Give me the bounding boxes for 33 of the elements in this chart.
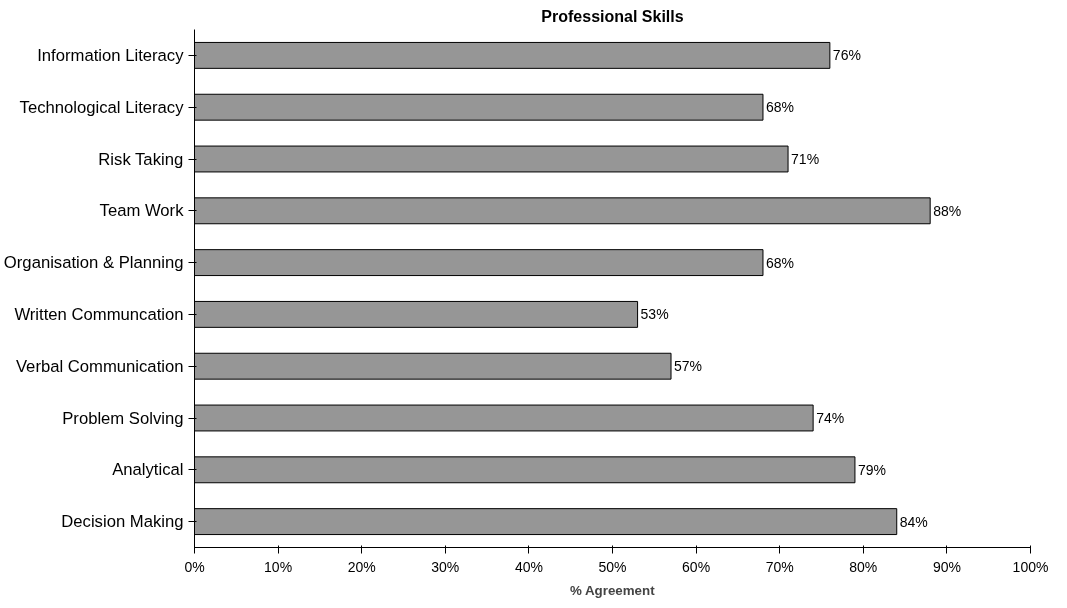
- data-label: 57%: [674, 358, 703, 375]
- data-label: 71%: [791, 151, 820, 167]
- x-tick-label: 100%: [1012, 558, 1049, 575]
- y-tick-label: Problem Solving: [62, 408, 184, 428]
- y-tick-label: Team Work: [99, 201, 185, 221]
- x-tick-label: 30%: [431, 558, 460, 575]
- x-tick-label: 0%: [184, 558, 205, 575]
- x-tick-label: 70%: [765, 558, 794, 575]
- y-tick-label: Technological Literacy: [19, 97, 185, 117]
- y-tick-label: Verbal Communication: [15, 356, 184, 376]
- data-label: 84%: [899, 513, 928, 530]
- x-tick-label: 80%: [849, 558, 878, 575]
- x-tick-label: 40%: [514, 558, 543, 575]
- y-tick-label: Written Communcation: [14, 304, 184, 324]
- data-label: 79%: [857, 461, 886, 478]
- x-tick-label: 10%: [264, 558, 293, 575]
- data-label: 53%: [640, 306, 669, 323]
- y-tick-label: Decision Making: [61, 512, 184, 532]
- chart-title: Professional Skills: [541, 7, 684, 25]
- data-label: 68%: [765, 99, 795, 116]
- y-tick-label: Analytical: [112, 460, 184, 480]
- x-axis-title: % Agreement: [569, 582, 656, 598]
- x-tick-label: 20%: [347, 558, 376, 575]
- data-label: 76%: [832, 47, 861, 64]
- x-tick-label: 60%: [682, 558, 711, 575]
- y-tick-label: Risk Taking: [98, 149, 184, 169]
- x-tick-label: 50%: [598, 558, 627, 575]
- y-tick-label: Organisation & Planning: [3, 253, 184, 273]
- y-tick-label: Information Literacy: [37, 45, 185, 65]
- data-label: 68%: [765, 254, 795, 271]
- x-tick-label: 90%: [932, 558, 961, 575]
- data-label: 88%: [933, 202, 962, 219]
- data-label: 74%: [816, 410, 845, 426]
